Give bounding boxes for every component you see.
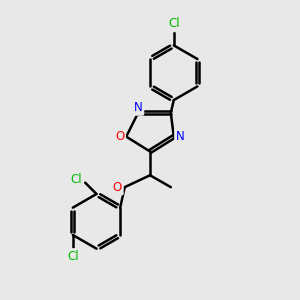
Text: Cl: Cl	[168, 17, 180, 31]
Text: O: O	[113, 181, 122, 194]
Text: Cl: Cl	[67, 250, 79, 263]
Text: N: N	[134, 101, 142, 114]
Text: Cl: Cl	[70, 173, 82, 186]
Text: N: N	[176, 130, 185, 143]
Text: O: O	[115, 130, 124, 143]
